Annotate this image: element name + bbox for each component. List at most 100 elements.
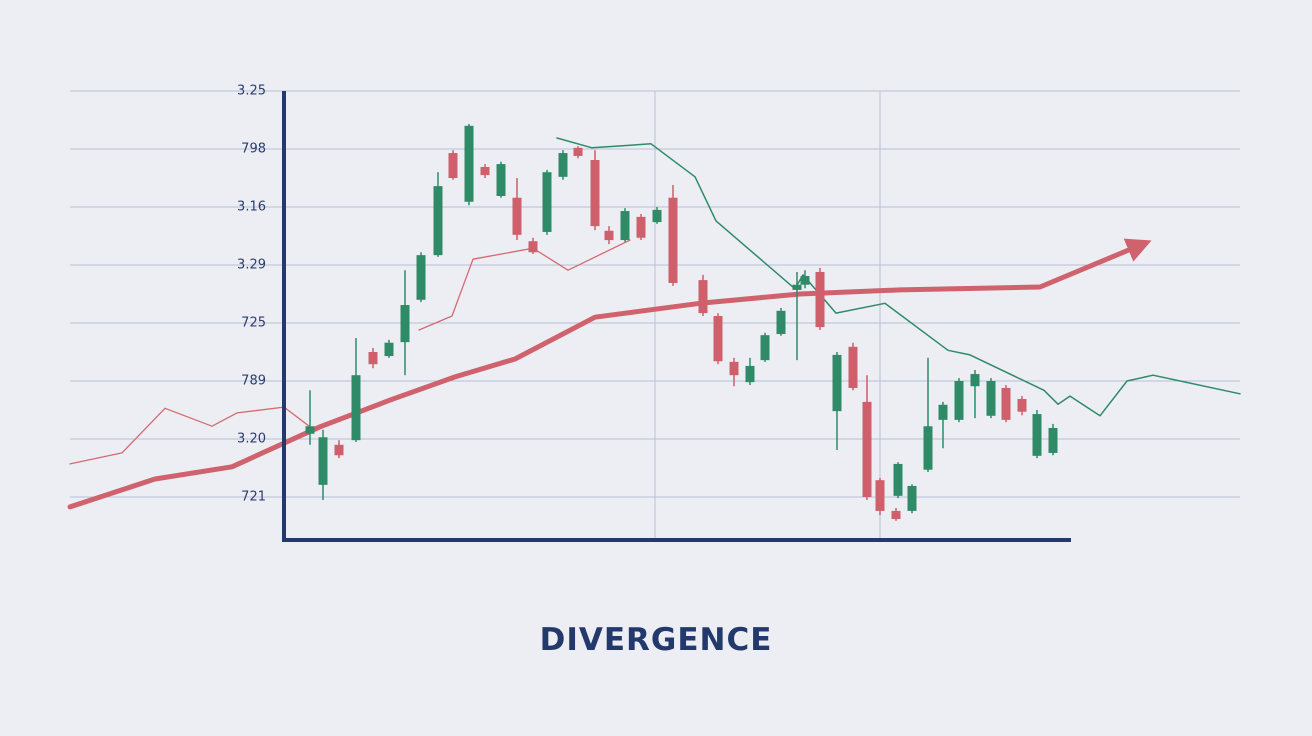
candle-body (1048, 427, 1058, 453)
candle (384, 339, 394, 358)
candle-body (832, 354, 842, 412)
candle-body (558, 153, 568, 177)
candle (792, 271, 802, 361)
candle-body (891, 510, 901, 520)
candle (986, 378, 996, 419)
candle (832, 352, 842, 451)
candle (400, 270, 410, 376)
candle (970, 369, 980, 419)
candle-body (862, 401, 872, 497)
candle (776, 307, 786, 336)
candle (1001, 385, 1011, 423)
candle (636, 213, 646, 241)
candle (496, 161, 506, 198)
candle (652, 207, 662, 224)
candle-body (698, 280, 708, 314)
candle-body (954, 381, 964, 420)
candle-body (318, 437, 328, 485)
y-tick-label: 3.29 (237, 258, 266, 273)
candle (1032, 410, 1042, 459)
candle-body (620, 211, 630, 241)
candle-body (848, 346, 858, 388)
candle (528, 237, 538, 254)
candle (351, 338, 361, 442)
candle (433, 172, 443, 257)
line-series (67, 238, 1152, 510)
candle (848, 342, 858, 391)
candle (305, 390, 315, 445)
candle (334, 440, 344, 459)
y-tick-label: 3.16 (237, 200, 266, 215)
candle-body (636, 216, 646, 238)
y-tick-label: 721 (241, 490, 266, 505)
y-tick-label: 798 (241, 142, 266, 157)
lines (67, 137, 1241, 510)
candle (760, 332, 770, 362)
candle-body (573, 147, 583, 156)
candle-body (800, 276, 810, 285)
candle-body (384, 342, 394, 357)
candle (745, 357, 755, 386)
candle (573, 146, 583, 159)
candle-body (1017, 398, 1027, 412)
candle-body (986, 381, 996, 416)
candle (1048, 423, 1058, 456)
candle-body (464, 125, 474, 202)
candle (318, 429, 328, 500)
candle (620, 208, 630, 242)
candle-body (938, 404, 948, 420)
candle (464, 124, 474, 206)
line-series (69, 406, 311, 465)
candle-body (512, 197, 522, 235)
candle-body (528, 241, 538, 253)
candle (1017, 396, 1027, 416)
candle-body (668, 197, 678, 283)
candle-body (604, 230, 614, 241)
y-tick-label: 3.20 (237, 432, 266, 447)
candle (923, 357, 933, 473)
candle-body (776, 310, 786, 335)
candle (891, 508, 901, 521)
candle-body (590, 160, 600, 227)
axis-frame (282, 91, 1071, 542)
candle (448, 150, 458, 180)
candle-body (713, 316, 723, 362)
y-tick-label: 789 (241, 374, 266, 389)
candle (542, 169, 552, 235)
candle (907, 484, 917, 514)
candle-body (970, 374, 980, 387)
candle-body (729, 361, 739, 376)
candle-body (815, 271, 825, 328)
candle-body (745, 365, 755, 383)
y-tick-label: 3.25 (237, 84, 266, 99)
candle (954, 378, 964, 423)
grid: 3.25 798 3.16 3.29 725 789 3.20 721 (70, 84, 1240, 541)
chart-title: DIVERGENCE (540, 622, 773, 658)
candle (480, 164, 490, 178)
candle (893, 462, 903, 499)
candle-body (1001, 387, 1011, 420)
candle (416, 252, 426, 303)
candle-body (334, 444, 344, 456)
candle (875, 477, 885, 515)
candles (305, 124, 1058, 521)
candle (668, 184, 678, 286)
candle-body (448, 153, 458, 178)
line-series (556, 137, 1241, 417)
candle-body (760, 335, 770, 361)
candle-body (923, 426, 933, 470)
candle (368, 347, 378, 369)
candle (698, 274, 708, 317)
candle-body (433, 186, 443, 256)
candle-body (907, 485, 917, 511)
candle (800, 270, 810, 289)
candle-body (893, 463, 903, 496)
candle (604, 226, 614, 245)
candle-body (542, 172, 552, 232)
candle-body (351, 375, 361, 441)
candle (938, 401, 948, 449)
candle-body (400, 305, 410, 343)
